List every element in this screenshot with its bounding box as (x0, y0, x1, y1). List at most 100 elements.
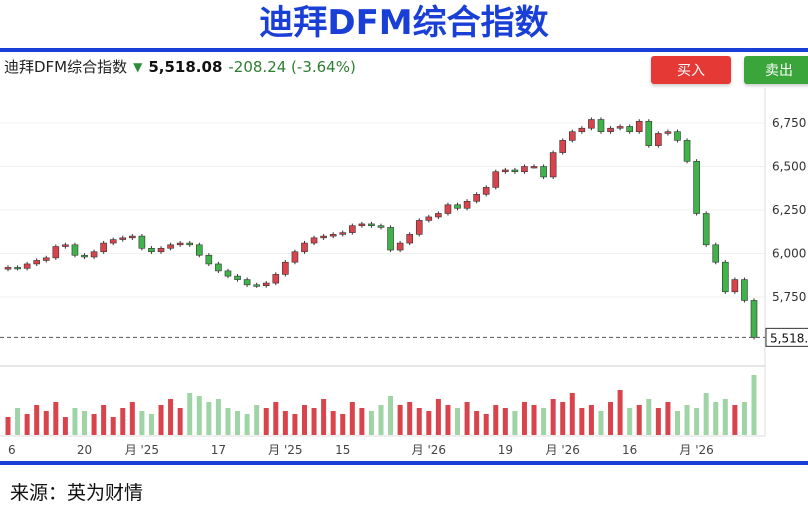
volume-bar (53, 402, 59, 435)
volume-bar (101, 405, 107, 435)
volume-bar (588, 405, 594, 435)
volume-bar (493, 405, 499, 435)
candle-body (100, 242, 107, 253)
candle-body (568, 131, 576, 141)
volume-bar (177, 408, 183, 435)
y-tick-label: 6,750 (772, 116, 806, 130)
candle-body (444, 204, 452, 214)
volume-bar (187, 393, 193, 435)
candle-body (731, 279, 739, 293)
page-title: 迪拜DFM综合指数 (259, 3, 549, 43)
candle-body (588, 119, 595, 129)
candle-body (90, 251, 98, 258)
volume-bar (43, 411, 49, 435)
candle-body (320, 235, 327, 239)
sell-button[interactable]: 卖出 (744, 56, 808, 84)
candle-body (473, 194, 480, 202)
candle-body (741, 279, 748, 301)
source-note: 来源：英为财情 (10, 482, 144, 504)
x-tick-label: 月 '25 (268, 443, 302, 457)
candle-body (329, 234, 337, 237)
volume-bar (235, 411, 241, 435)
candle-body (262, 282, 270, 286)
volume-bar (579, 408, 585, 435)
candle-body (722, 261, 729, 293)
candle-body (71, 244, 79, 256)
candle-body (243, 279, 251, 286)
candle-body (368, 223, 375, 226)
volume-bar (368, 411, 374, 435)
candle-body (215, 263, 222, 272)
volume-bar (15, 408, 21, 435)
volume-bar (703, 393, 709, 435)
volume-bar (569, 393, 575, 435)
volume-bar (168, 399, 174, 435)
volume-bar (474, 411, 480, 435)
buy-button[interactable]: 买入 (651, 56, 731, 84)
candle-body (482, 187, 490, 195)
candle-body (4, 267, 12, 270)
volume-bar (397, 405, 403, 435)
volume-bar (359, 408, 365, 435)
candle-body (683, 140, 691, 162)
candle-body (81, 254, 88, 258)
candle-body (282, 261, 289, 275)
x-tick-label: 19 (498, 443, 513, 457)
candle-body (616, 126, 624, 129)
volume-bar (263, 408, 269, 435)
candle-body (712, 244, 720, 263)
candle-body (253, 284, 260, 287)
volume-bar (550, 399, 556, 435)
volume-bar (282, 411, 288, 435)
candle-body (626, 126, 633, 132)
candle-body (339, 232, 347, 235)
candle-body (511, 169, 519, 173)
volume-bar (560, 402, 566, 435)
volume-bar (82, 411, 88, 435)
volume-bar (512, 411, 518, 435)
candle-body (492, 171, 500, 188)
candle-body (349, 225, 356, 233)
volume-bar (521, 402, 527, 435)
volume-bar (684, 405, 690, 435)
volume-bar (273, 402, 279, 435)
candle-body (463, 201, 471, 209)
candle-body (358, 223, 366, 226)
candle-body (291, 251, 299, 263)
x-tick-label: 20 (77, 443, 92, 457)
candle-body (42, 257, 50, 261)
candle-body (272, 274, 280, 284)
candle-body (301, 242, 308, 253)
volume-bar (206, 402, 212, 435)
candle-body (635, 120, 643, 132)
candle-body (167, 244, 174, 249)
candle-body (176, 242, 184, 246)
candle-body (502, 169, 509, 173)
candle-body (119, 237, 127, 240)
volume-bar (378, 405, 384, 435)
volume-bar (215, 399, 221, 435)
candle-body (597, 119, 605, 133)
last-price-box (765, 327, 808, 347)
x-tick-label: 月 '26 (546, 443, 580, 457)
volume-bar (72, 408, 78, 435)
y-tick-label: 5,750 (772, 290, 806, 304)
volume-bar (120, 408, 126, 435)
volume-bar (91, 414, 97, 435)
candle-body (415, 220, 423, 235)
y-tick-label: 6,250 (772, 203, 806, 217)
volume-bar (617, 390, 623, 435)
candle-body (138, 235, 146, 249)
volume-bar (62, 417, 68, 435)
candle-body (454, 204, 461, 209)
volume-bar (321, 399, 327, 435)
candlestick-chart[interactable]: 6,750 6,500 6,250 6,000 5,750 5,518.08 6 20 月 '2… (0, 88, 808, 458)
volume-bar (311, 408, 317, 435)
volume-bar (722, 399, 728, 435)
volume-bar (646, 399, 652, 435)
x-tick-label: 16 (622, 443, 637, 457)
volume-bar (416, 408, 422, 435)
volume-bar (388, 396, 394, 435)
candle-body (377, 225, 385, 228)
volume-bar (340, 414, 346, 435)
